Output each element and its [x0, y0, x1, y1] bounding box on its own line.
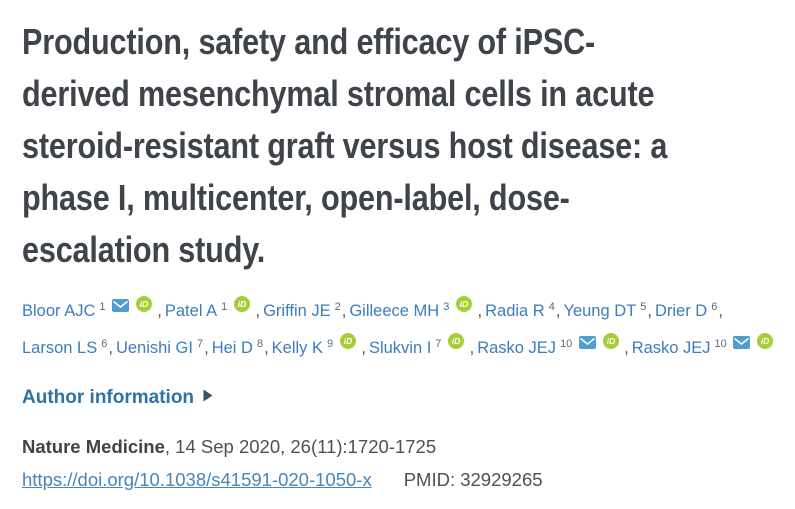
author-affiliation-number: 7 — [435, 338, 442, 350]
author-information-expander[interactable]: Author information — [22, 387, 775, 409]
author-separator: , — [555, 302, 561, 320]
author-affiliation-number: 6 — [711, 301, 718, 313]
author-link[interactable]: Hei D — [211, 339, 253, 357]
author-information-label: Author information — [22, 387, 195, 408]
author: Gilleece MH 3 iD , — [349, 296, 485, 320]
orcid-icon[interactable]: iD — [233, 296, 250, 312]
email-icon[interactable] — [578, 336, 596, 349]
author: Uenishi GI 7, — [115, 338, 212, 358]
author-separator: , — [718, 302, 723, 320]
pmid-text: PMID: 32929265 — [403, 469, 543, 490]
author: Yeung DT 5, — [563, 301, 655, 321]
author-link[interactable]: Yeung DT — [563, 302, 637, 320]
author-affiliation-number: 1 — [221, 301, 228, 313]
article-title-line: phase I, multicenter, open-label, dose- — [22, 177, 570, 218]
author: Radia R 4, — [485, 301, 563, 321]
author-affiliation-number: 6 — [101, 338, 108, 350]
expand-right-triangle-icon — [203, 389, 213, 407]
article-title-line: escalation study. — [22, 229, 266, 270]
author-link[interactable]: Kelly K — [271, 339, 324, 357]
author-link[interactable]: Uenishi GI — [115, 339, 193, 357]
author-separator: , — [477, 302, 483, 320]
svg-text:iD: iD — [238, 299, 247, 309]
svg-text:iD: iD — [139, 299, 148, 309]
svg-text:iD: iD — [460, 299, 469, 309]
identifiers-line: https://doi.org/10.1038/s41591-020-1050-… — [22, 468, 775, 492]
author-affiliation-number: 8 — [256, 338, 264, 350]
orcid-icon[interactable]: iD — [448, 333, 465, 349]
orcid-icon[interactable]: iD — [135, 296, 152, 312]
svg-text:iD: iD — [452, 336, 461, 346]
author-separator: , — [108, 339, 113, 357]
doi-link[interactable]: https://doi.org/10.1038/s41591-020-1050-… — [22, 469, 372, 490]
author-link[interactable]: Rasko JEJ — [631, 339, 711, 357]
svg-text:iD: iD — [761, 336, 770, 346]
citation-details: , 14 Sep 2020, 26(11):1720-1725 — [164, 436, 437, 457]
author-separator: , — [647, 302, 652, 320]
author-affiliation-number: 1 — [99, 301, 106, 313]
author-link[interactable]: Radia R — [485, 302, 545, 320]
email-icon[interactable] — [112, 299, 130, 312]
author-affiliation-number: 7 — [196, 338, 204, 350]
author-link[interactable]: Gilleece MH — [349, 302, 440, 320]
svg-text:iD: iD — [344, 336, 353, 346]
author-separator: , — [469, 339, 475, 357]
orcid-icon[interactable]: iD — [756, 333, 773, 349]
citation-page: Production, safety and efficacy of iPSC-… — [22, 16, 775, 492]
orcid-icon[interactable]: iD — [602, 333, 619, 349]
orcid-icon[interactable]: iD — [455, 296, 472, 312]
author-separator: , — [264, 339, 269, 357]
author-affiliation-number: 10 — [560, 338, 573, 350]
author-separator: , — [361, 339, 366, 357]
author-affiliation-number: 2 — [334, 301, 341, 313]
author-affiliation-number: 5 — [640, 301, 647, 313]
author: Rasko JEJ 10 iD — [631, 333, 774, 357]
journal-name: Nature Medicine — [22, 436, 165, 457]
article-title-line: Production, safety and efficacy of iPSC- — [22, 21, 596, 62]
author-separator: , — [157, 302, 162, 320]
citation-block: Nature Medicine, 14 Sep 2020, 26(11):172… — [22, 435, 775, 492]
author-link[interactable]: Rasko JEJ — [477, 339, 557, 357]
author-affiliation-number: 9 — [327, 338, 334, 350]
author-affiliation-number: 10 — [714, 338, 727, 350]
email-icon[interactable] — [733, 336, 751, 349]
author-separator: , — [204, 339, 209, 357]
author: Larson LS 6, — [22, 338, 116, 358]
author: Bloor AJC 1 iD , — [22, 296, 165, 320]
author-link[interactable]: Patel A — [164, 302, 218, 320]
author-link[interactable]: Bloor AJC — [22, 302, 96, 320]
author-link[interactable]: Slukvin I — [368, 339, 432, 357]
author-separator: , — [624, 339, 629, 357]
author: Hei D 8, — [211, 338, 272, 358]
article-title-line: steroid-resistant graft versus host dise… — [22, 125, 668, 166]
author-affiliation-number: 3 — [443, 301, 450, 313]
author-affiliation-number: 4 — [548, 301, 555, 313]
author: Drier D 6, — [654, 301, 726, 321]
svg-text:iD: iD — [606, 336, 615, 346]
author-link[interactable]: Griffin JE — [263, 302, 331, 320]
author: Rasko JEJ 10 iD , — [477, 333, 631, 357]
journal-line: Nature Medicine, 14 Sep 2020, 26(11):172… — [22, 435, 775, 459]
article-title: Production, safety and efficacy of iPSC-… — [22, 16, 775, 276]
author-link[interactable]: Larson LS — [22, 339, 98, 357]
author: Griffin JE 2, — [263, 301, 349, 321]
author-separator: , — [255, 302, 261, 320]
orcid-icon[interactable]: iD — [339, 333, 356, 349]
author-separator: , — [341, 302, 347, 320]
author-link[interactable]: Drier D — [654, 302, 708, 320]
article-title-line: derived mesenchymal stromal cells in acu… — [22, 73, 655, 114]
